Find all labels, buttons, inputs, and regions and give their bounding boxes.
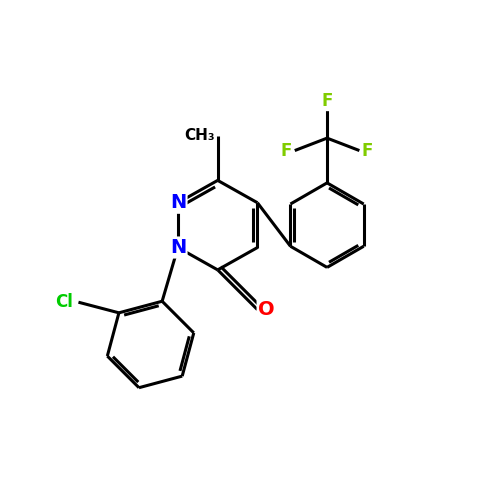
Text: F: F [362, 142, 374, 160]
Text: CH₃: CH₃ [184, 128, 215, 143]
Text: F: F [322, 92, 333, 110]
Text: O: O [258, 300, 274, 319]
Text: N: N [170, 238, 186, 257]
Text: Cl: Cl [56, 293, 74, 311]
Text: F: F [281, 142, 292, 160]
Text: N: N [170, 194, 186, 212]
